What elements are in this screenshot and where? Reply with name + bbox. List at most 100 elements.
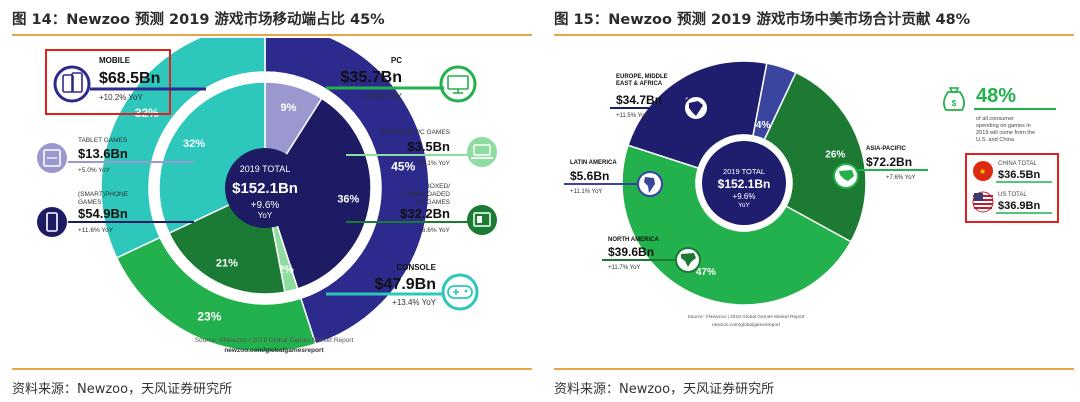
left-source-rule (12, 368, 532, 370)
tablet-name: TABLET GAMES (78, 137, 128, 144)
apac-name: ASIA-PACIFIC (866, 146, 907, 152)
latam-name: LATIN AMERICA (570, 160, 617, 166)
pc-value: $35.7Bn (341, 69, 402, 86)
emea-value: $34.7Bn (616, 93, 662, 107)
tablet-growth: +5.0% YoY (78, 167, 111, 174)
console-value: $47.9Bn (375, 276, 436, 293)
inner-slice-label-tablet-games: 9% (280, 102, 296, 114)
us-value: $36.9Bn (998, 200, 1040, 212)
console-name: CONSOLE (396, 263, 436, 272)
left-source: 资料来源：Newzoo，天风证券研究所 (12, 382, 233, 397)
smartphone-icon-bg (37, 207, 67, 237)
region-slice-north-america (763, 71, 867, 243)
smartphone-value: $54.9Bn (78, 206, 128, 221)
tablet-value: $13.6Bn (78, 146, 128, 161)
left-center-hub (225, 148, 305, 228)
left-credit-2: newzoo.com/globalgamesreport (224, 347, 324, 354)
us-name: US TOTAL (998, 192, 1027, 198)
browser-name: BROWSER PC GAMES (380, 129, 450, 136)
na-value: $39.6Bn (608, 245, 654, 259)
boxed-value: $32.2Bn (400, 206, 450, 221)
pc-growth: +4.0% YoY (363, 92, 403, 101)
share-value: 48% (976, 85, 1016, 107)
money-bag-icon: $ (943, 87, 965, 111)
laptop-icon (471, 144, 493, 159)
left-panel: 图 14：Newzoo 预测 2019 游戏市场移动端占比 45% 45% 23%… (6, 0, 538, 402)
latam-value: $5.6Bn (570, 169, 609, 183)
left-infographic: 45%23%32% 9%36%2%21%32% 2019 TOTAL $152.1… (37, 38, 497, 354)
us-flag-icon (972, 191, 994, 213)
right-source: 资料来源：Newzoo，天风证券研究所 (554, 382, 775, 397)
na-growth: +11.7% YoY (608, 265, 640, 271)
console-growth: +13.4% YoY (392, 298, 436, 307)
browser-icon-bg (467, 137, 497, 167)
inner-slice-label-console: 32% (183, 138, 205, 150)
svg-text:★: ★ (979, 167, 986, 176)
left-center-growth: +9.6% (251, 200, 280, 211)
left-center-value: $152.1Bn (232, 180, 298, 197)
countries-highlight-box (965, 153, 1059, 223)
pc-icon-ring (439, 65, 477, 103)
outer-slice-mobile (264, 38, 430, 345)
right-center-growth: +9.6% (733, 192, 756, 201)
emea-name: EUROPE, MIDDLE EAST & AFRICA (616, 74, 668, 87)
inner-slice-label-smart-phone-games: 36% (337, 193, 359, 205)
mobile-icon (62, 72, 83, 93)
europe-africa-map-icon (689, 101, 703, 116)
pc-tower-icon (473, 212, 491, 227)
right-center-unit: YoY (738, 202, 750, 209)
svg-text:$: $ (952, 99, 957, 108)
left-credit-1: Source: ©Newzoo | 2019 Global Games Mark… (195, 336, 354, 344)
console-icon-ring (441, 273, 479, 311)
apac-value: $72.2Bn (866, 155, 912, 169)
pc-name: PC (391, 56, 402, 65)
gamepad-icon (447, 285, 473, 299)
china-value: $36.5Bn (998, 169, 1040, 181)
region-slice-label-north-america: 26% (825, 149, 845, 160)
china-flag-icon: ★ (973, 161, 993, 181)
na-name: NORTH AMERICA (608, 237, 659, 243)
outer-slice-label-pc: 23% (197, 310, 221, 324)
left-title-rule (12, 34, 532, 36)
smartphone-growth: +11.6% YoY (78, 227, 114, 234)
boxed-name: BOXED/DOWNLOADED PC GAMES (403, 183, 451, 206)
right-infographic: 23%4%26%47% 2019 TOTAL $152.1Bn +9.6% Yo… (564, 60, 1059, 328)
region-slice-label-asia-pacific: 47% (696, 267, 716, 278)
right-panel: 图 15：Newzoo 预测 2019 游戏市场中美市场合计贡献 48% 23%… (548, 0, 1080, 402)
asia-pacific-map-icon (839, 170, 854, 181)
mobile-highlight-box (45, 49, 171, 115)
apac-growth: +7.6% YoY (886, 175, 916, 181)
boxed-growth: +6.6% YoY (418, 227, 451, 234)
mobile-growth: +10.2% YoY (99, 93, 143, 102)
inner-slice-label-boxed-downloaded-pc-games: 21% (216, 258, 238, 270)
browser-growth: -15.1% YoY (416, 160, 451, 167)
left-donut-chart: 45%23%32% 9%36%2%21%32% (100, 38, 430, 353)
mobile-icon-ring (53, 65, 91, 103)
browser-value: $3.5Bn (407, 139, 450, 154)
right-credit-2: newzoo.com/globalgamesreport (712, 322, 781, 328)
outer-slice-label-mobile: 45% (391, 159, 415, 173)
share-text: of all consumer spending on games in 201… (976, 116, 1037, 143)
china-name: CHINA TOTAL (998, 161, 1037, 167)
left-center-unit: YoY (258, 211, 273, 220)
right-center-value: $152.1Bn (718, 177, 771, 191)
emea-growth: +11.5% YoY (616, 113, 648, 119)
pc-monitor-icon (447, 75, 469, 94)
left-center-label: 2019 TOTAL (240, 164, 291, 174)
tablet-icon (43, 149, 61, 167)
right-center-hub (702, 141, 786, 225)
right-center-label: 2019 TOTAL (723, 167, 765, 176)
right-credit-1: Source: ©Newzoo | 2019 Global Games Mark… (687, 313, 805, 320)
smartphone-name: (SMART)PHONE GAMES (78, 191, 129, 206)
left-panel-title: 图 14：Newzoo 预测 2019 游戏市场移动端占比 45% (12, 12, 385, 28)
mobile-name: MOBILE (99, 56, 131, 65)
mobile-value: $68.5Bn (99, 70, 160, 87)
right-panel-title: 图 15：Newzoo 预测 2019 游戏市场中美市场合计贡献 48% (554, 12, 971, 28)
right-title-rule (554, 34, 1074, 36)
north-america-map-icon (681, 253, 696, 267)
region-slice-label-latin-america: 4% (756, 120, 771, 131)
smartphone-icon (46, 212, 58, 232)
south-america-map-icon (644, 177, 655, 193)
right-source-rule (554, 368, 1074, 370)
latam-growth: +11.1% YoY (570, 189, 602, 195)
